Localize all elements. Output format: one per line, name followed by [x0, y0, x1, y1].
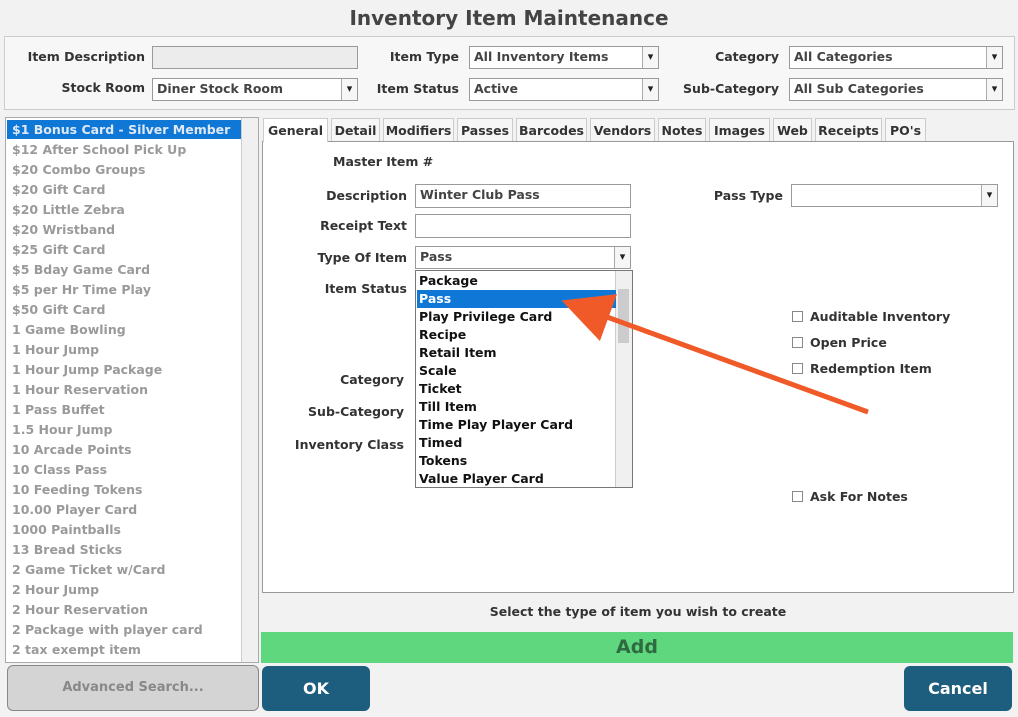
list-item[interactable]: $12 After School Pick Up — [12, 142, 187, 157]
label: Item Status — [376, 81, 459, 96]
checkbox[interactable] — [792, 363, 803, 374]
dropdown-option[interactable]: Ticket — [419, 381, 462, 396]
tab[interactable]: Barcodes — [516, 118, 587, 141]
select[interactable]: All Sub Categories — [789, 78, 1003, 101]
dropdown-option[interactable]: Play Privilege Card — [419, 309, 553, 324]
tab-panel — [262, 141, 1014, 593]
label: Receipt Text — [320, 218, 407, 233]
list-item[interactable]: 10 Arcade Points — [12, 442, 132, 457]
dropdown-option[interactable]: Time Play Player Card — [419, 417, 574, 432]
list-item[interactable]: $50 Gift Card — [12, 302, 106, 317]
annotation-arrow — [561, 294, 869, 415]
label: Sub-Category — [308, 404, 404, 419]
list-item[interactable]: $5 Bday Game Card — [12, 262, 151, 277]
checkbox[interactable] — [792, 491, 803, 502]
checkbox-label: Auditable Inventory — [810, 309, 951, 324]
list-item[interactable]: 10.00 Player Card — [12, 502, 138, 517]
select[interactable]: All Categories — [789, 46, 1003, 69]
list-item[interactable]: 1 Hour Jump Package — [12, 362, 163, 377]
checkbox[interactable] — [792, 337, 803, 348]
list-item[interactable]: $25 Gift Card — [12, 242, 106, 257]
list-item[interactable]: 2 Hour Jump — [12, 582, 100, 597]
advanced-search-button[interactable]: Advanced Search... — [7, 665, 259, 711]
list-item[interactable]: 1 Pass Buffet — [12, 402, 105, 417]
list-item[interactable]: 2 tax exempt item — [12, 642, 141, 657]
list-item[interactable]: 10 Feeding Tokens — [12, 482, 143, 497]
list-item[interactable]: $1 Bonus Card - Silver Member — [7, 120, 241, 139]
text-input[interactable] — [152, 46, 358, 69]
label: Master Item # — [333, 154, 434, 169]
add-button[interactable]: Add — [261, 632, 1013, 663]
item-list[interactable]: $1 Bonus Card - Silver Member $12 After S… — [5, 117, 259, 663]
tab[interactable]: Detail — [331, 118, 380, 141]
dropdown-option[interactable]: Value Player Card — [419, 471, 544, 486]
dropdown-option[interactable]: Retail Item — [419, 345, 497, 360]
list-item[interactable]: $20 Gift Card — [12, 182, 106, 197]
list-item[interactable]: $20 Wristband — [12, 222, 116, 237]
text-input[interactable] — [415, 214, 631, 238]
tab[interactable]: Modifiers — [383, 118, 454, 141]
list-item[interactable]: 2 Package with player card — [12, 622, 203, 637]
tab[interactable]: PO's — [885, 118, 926, 141]
dropdown-option[interactable]: Scale — [419, 363, 457, 378]
label: Description — [326, 188, 407, 203]
scroll-thumb[interactable] — [618, 289, 629, 343]
label: Category — [340, 372, 404, 387]
list-item[interactable]: 1.5 Hour Jump — [12, 422, 113, 437]
list-item[interactable]: 1000 Paintballs — [12, 522, 121, 537]
dropdown-option[interactable]: Package — [419, 273, 478, 288]
select[interactable]: All Inventory Items — [469, 46, 659, 69]
label: Stock Room — [61, 80, 145, 95]
label: Sub-Category — [683, 81, 779, 96]
tab[interactable]: Images — [709, 118, 770, 141]
checkbox-label: Redemption Item — [810, 361, 932, 376]
list-item[interactable]: 2 Game Ticket w/Card — [12, 562, 166, 577]
tab[interactable]: Notes — [658, 118, 706, 141]
label: Item Status — [324, 281, 407, 296]
window-title: Inventory Item Maintenance — [349, 6, 669, 30]
list-item[interactable]: 1 Hour Reservation — [12, 382, 149, 397]
hint: Select the type of item you wish to crea… — [489, 604, 787, 619]
label: Pass Type — [713, 188, 783, 203]
list-item[interactable]: 2 Hour Reservation — [12, 602, 149, 617]
list-item[interactable]: 1 Game Bowling — [12, 322, 126, 337]
cancel-button[interactable]: Cancel — [904, 666, 1012, 711]
label: Item Type — [389, 49, 459, 64]
label: Category — [715, 49, 779, 64]
list-item[interactable]: $20 Combo Groups — [12, 162, 146, 177]
select[interactable] — [791, 184, 998, 207]
list-item[interactable]: $5 per Hr Time Play — [12, 282, 151, 297]
scrollbar[interactable] — [241, 118, 258, 662]
checkbox-label: Open Price — [810, 335, 887, 350]
list-item[interactable]: 13 Bread Sticks — [12, 542, 123, 557]
dropdown-option[interactable]: Tokens — [419, 453, 468, 468]
label: Type Of Item — [317, 250, 407, 265]
list-item[interactable]: 1 Hour Jump — [12, 342, 100, 357]
select[interactable]: Active — [469, 78, 659, 101]
text-input[interactable]: Winter Club Pass — [415, 184, 631, 208]
list-item[interactable]: 10 Class Pass — [12, 462, 108, 477]
tab[interactable]: Web — [773, 118, 812, 141]
label: Item Description — [27, 49, 145, 64]
ok-button[interactable]: OK — [262, 666, 370, 711]
tab[interactable]: Vendors — [590, 118, 655, 141]
list-item[interactable]: $20 Little Zebra — [12, 202, 125, 217]
label: Inventory Class — [294, 437, 404, 452]
checkbox-label: Ask For Notes — [810, 489, 908, 504]
select[interactable]: Diner Stock Room — [152, 78, 358, 101]
tab[interactable]: Passes — [457, 118, 513, 141]
select[interactable]: Pass — [415, 246, 631, 269]
tab[interactable]: General — [263, 118, 328, 142]
dropdown-option[interactable]: Till Item — [419, 399, 477, 414]
dropdown-option[interactable]: Recipe — [419, 327, 467, 342]
checkbox[interactable] — [792, 311, 803, 322]
tab[interactable]: Receipts — [815, 118, 882, 141]
dropdown-option[interactable]: Timed — [419, 435, 463, 450]
